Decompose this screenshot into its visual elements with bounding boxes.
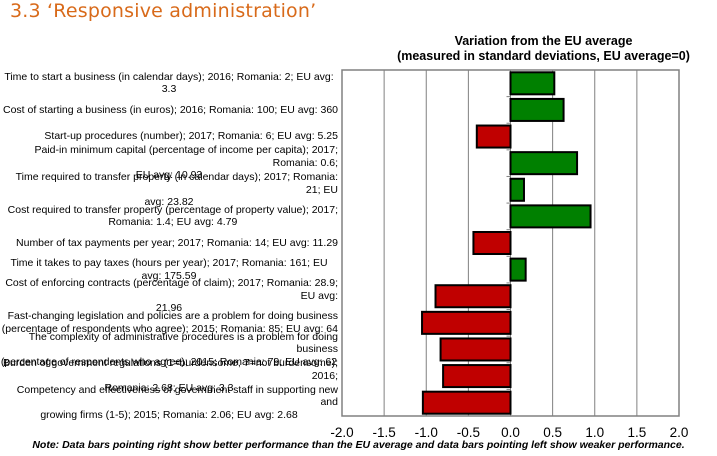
- category-label: Time to start a business (in calendar da…: [0, 70, 338, 97]
- category-label: Paid-in minimum capital (percentage of i…: [0, 144, 339, 181]
- category-label-line: Cost of starting a business (in euros); …: [2, 103, 338, 116]
- category-label-text: Cost of enforcing contracts (percentage …: [0, 277, 338, 315]
- section-title: 3.3 ‘Responsive administration’: [10, 0, 317, 22]
- category-label: Cost of enforcing contracts (percentage …: [0, 277, 338, 314]
- category-label-text: Number of tax payments per year; 2017; R…: [16, 237, 338, 250]
- bar: [439, 337, 512, 362]
- category-label-line: Cost of enforcing contracts (percentage …: [5, 277, 338, 302]
- category-label-line: Time to start a business (in calendar da…: [4, 70, 334, 96]
- category-label: Number of tax payments per year; 2017; R…: [0, 230, 338, 257]
- category-label: Cost required to transfer property (perc…: [0, 203, 338, 230]
- category-label-line: Time it takes to pay taxes (hours per ye…: [10, 257, 328, 282]
- bar: [509, 177, 525, 202]
- category-label: The complexity of administrative procedu…: [0, 331, 338, 368]
- category-label: Time required to transfer property (in c…: [0, 171, 338, 208]
- category-label-text: Fast-changing legislation and policies a…: [2, 310, 338, 335]
- category-label-text: Cost of starting a business (in euros); …: [3, 104, 338, 117]
- category-label-text: Cost required to transfer property (perc…: [8, 204, 338, 229]
- x-tick-label: 1.5: [627, 425, 646, 440]
- chart-note: Note: Data bars pointing right show bett…: [32, 439, 685, 451]
- bar: [421, 390, 512, 415]
- category-label-line: The complexity of administrative procedu…: [28, 330, 338, 356]
- category-label-line: (percentage of respondents who agree); 2…: [0, 355, 338, 368]
- category-label-line: Fast-changing legislation and policies a…: [7, 310, 338, 323]
- x-tick-label: -0.5: [457, 425, 480, 440]
- category-label-text: The complexity of administrative procedu…: [0, 331, 338, 369]
- x-tick-label: 1.0: [585, 425, 604, 440]
- bar: [509, 151, 579, 176]
- bar: [509, 204, 592, 229]
- bar: [509, 97, 565, 122]
- category-label-line: Cost required to transfer property (perc…: [7, 203, 338, 216]
- x-tick-label: 0.0: [501, 425, 520, 440]
- category-label-line: Romania: 1.4; EU avg: 4.79: [108, 216, 238, 229]
- category-label-text: Time required to transfer property (in c…: [0, 171, 338, 209]
- category-label-line: (percentage of respondents who agree); 2…: [1, 322, 338, 335]
- category-label: Start-up procedures (number); 2017; Roma…: [0, 123, 338, 150]
- category-label: Cost of starting a business (in euros); …: [0, 97, 338, 124]
- x-tick-label: -1.0: [415, 425, 438, 440]
- category-label-line: growing firms (1-5); 2015; Romania: 2.06…: [40, 408, 298, 421]
- bar: [442, 364, 512, 389]
- bar: [434, 284, 512, 309]
- category-label-line: Competency and effectiveness of governme…: [16, 383, 338, 409]
- category-label: Burden of government regulations (1=burd…: [0, 357, 338, 394]
- category-label-line: EU avg: 10.93: [135, 169, 203, 182]
- x-tick-label: 2.0: [670, 425, 689, 440]
- x-tick-label: 0.5: [543, 425, 562, 440]
- category-label-line: Number of tax payments per year; 2017; R…: [16, 236, 338, 249]
- category-label-line: Paid-in minimum capital (percentage of i…: [34, 144, 339, 169]
- category-label-text: Burden of government regulations (1=burd…: [0, 357, 338, 395]
- chart-title-block: Variation from the EU average (measured …: [370, 34, 717, 64]
- category-label-text: Time it takes to pay taxes (hours per ye…: [0, 257, 338, 282]
- category-label-line: Start-up procedures (number); 2017; Roma…: [44, 130, 338, 143]
- bar: [509, 257, 527, 282]
- category-label-line: Time required to transfer property (in c…: [15, 171, 338, 196]
- category-label-line: 21.96: [155, 302, 183, 315]
- x-tick-label: -2.0: [330, 425, 353, 440]
- x-tick-label: -1.5: [372, 425, 395, 440]
- category-label-text: Competency and effectiveness of governme…: [0, 384, 338, 422]
- category-label-line: avg: 23.82: [144, 196, 194, 209]
- category-label-line: Burden of government regulations (1=burd…: [2, 357, 338, 382]
- category-label: Time it takes to pay taxes (hours per ye…: [0, 256, 338, 283]
- category-label: Competency and effectiveness of governme…: [0, 384, 338, 421]
- bar: [421, 310, 512, 335]
- bar: [472, 230, 512, 256]
- category-label-text: Start-up procedures (number); 2017; Roma…: [44, 130, 338, 143]
- category-label: Fast-changing legislation and policies a…: [0, 310, 338, 337]
- category-label-text: Time to start a business (in calendar da…: [0, 71, 338, 96]
- bar: [509, 71, 556, 96]
- category-label-text: Paid-in minimum capital (percentage of i…: [0, 144, 339, 182]
- bar: [475, 124, 512, 149]
- category-label-line: Romania: 2.68; EU avg: 3.3: [104, 382, 234, 395]
- chart-subtitle: (measured in standard deviations, EU ave…: [397, 49, 690, 63]
- chart-title: Variation from the EU average: [454, 34, 633, 48]
